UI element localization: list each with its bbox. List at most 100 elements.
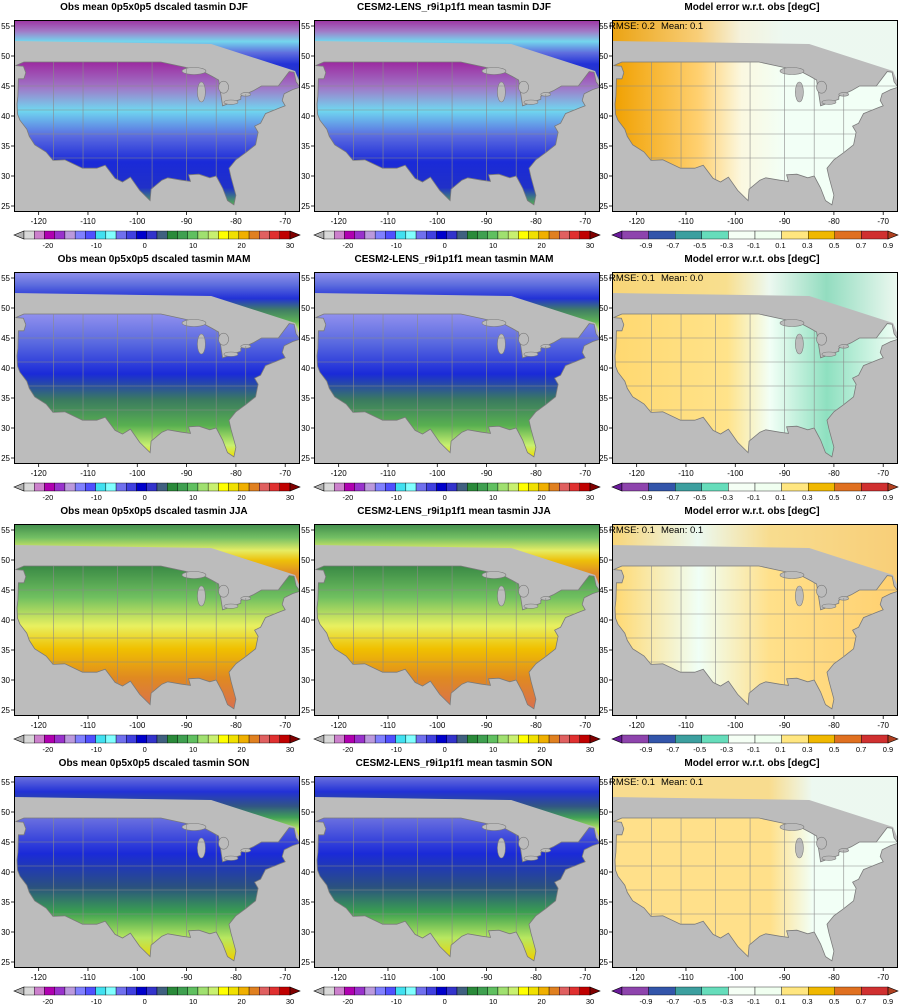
obs-panel-son: Obs mean 0p5x0p5 dscaled tasmin SON 25 30 3… xyxy=(1,756,301,1006)
y-tick-label: 25 xyxy=(1,202,10,211)
colorbar-label: 0.1 xyxy=(775,493,785,502)
colorbar-label: -0.1 xyxy=(747,493,760,502)
map-frame xyxy=(314,776,600,968)
x-tick-label: -120 xyxy=(629,217,646,226)
colorbar-label: 20 xyxy=(237,493,245,502)
colorbar-label: -10 xyxy=(91,745,102,754)
error-statistics: RMSE: 0.1 Mean: 0.1 xyxy=(609,777,703,788)
obs-panel-djf: Obs mean 0p5x0p5 dscaled tasmin DJF 25 30 3… xyxy=(1,0,301,250)
colorbar: -20 -10 0 10 20 30 xyxy=(13,986,301,1006)
panel-title: Obs mean 0p5x0p5 dscaled tasmin SON xyxy=(58,758,250,769)
colorbar-label: -20 xyxy=(43,241,54,250)
canada-land xyxy=(14,20,300,83)
x-tick-label: -70 xyxy=(279,469,291,478)
diff-panel-djf: Model error w.r.t. obs [degC] 25 30 35 40 45 5… xyxy=(599,0,899,250)
y-tick-label: 40 xyxy=(301,112,310,121)
x-tick-label: -120 xyxy=(331,217,348,226)
mean-value: Mean: 0.1 xyxy=(660,21,704,32)
y-tick-label: 40 xyxy=(301,868,310,877)
y-tick-label: 50 xyxy=(301,556,310,565)
colorbar-label: -20 xyxy=(43,745,54,754)
y-tick-label: 30 xyxy=(1,928,10,937)
panel-title: Model error w.r.t. obs [degC] xyxy=(684,506,820,517)
y-tick-label: 55 xyxy=(1,274,10,283)
colorbar-label: 30 xyxy=(286,745,294,754)
x-tick-label: -80 xyxy=(530,973,542,982)
x-tick-label: -110 xyxy=(678,721,694,730)
lake-shape xyxy=(816,836,827,850)
colorbar-label: 0.5 xyxy=(829,997,839,1006)
colorbar-label: 0.7 xyxy=(856,997,866,1006)
colorbar-label: -10 xyxy=(391,997,402,1006)
y-tick-label: 40 xyxy=(301,364,310,373)
canada-land xyxy=(14,524,300,587)
y-tick-label: 25 xyxy=(301,202,310,211)
lake-shape xyxy=(795,585,804,607)
lake-shape xyxy=(523,351,539,357)
canada-land xyxy=(314,524,600,587)
map-frame xyxy=(314,524,600,716)
x-tick-label: -70 xyxy=(877,469,889,478)
lake-shape xyxy=(523,855,539,861)
x-tick-label: -110 xyxy=(678,973,694,982)
x-tick-label: -100 xyxy=(129,217,146,226)
y-tick-label: 45 xyxy=(1,586,10,595)
colorbar-label: 10 xyxy=(189,241,197,250)
y-tick-label: 30 xyxy=(301,172,310,181)
mean-value: Mean: 0.1 xyxy=(660,525,704,536)
rmse-value: RMSE: 0.1 xyxy=(609,525,655,536)
colorbar-label: 0.7 xyxy=(856,241,866,250)
panel-title: Obs mean 0p5x0p5 dscaled tasmin MAM xyxy=(57,254,251,265)
x-tick-label: -70 xyxy=(579,217,591,226)
colorbar-label: -20 xyxy=(343,241,354,250)
x-tick-label: -90 xyxy=(481,469,493,478)
y-tick-label: 30 xyxy=(599,676,608,685)
colorbar-label: 30 xyxy=(286,997,294,1006)
x-tick-label: -90 xyxy=(481,217,493,226)
lake-shape xyxy=(218,80,229,94)
colorbar-label: 0.9 xyxy=(883,745,893,754)
y-tick-label: 55 xyxy=(301,22,310,31)
canada-land xyxy=(314,272,600,335)
colorbar-label: 20 xyxy=(537,493,545,502)
x-tick-label: -120 xyxy=(629,973,646,982)
colorbar: -0.9 -0.7 -0.5 -0.3 -0.1 0.1 0.3 0.5 0.7 0.9 xyxy=(611,230,899,250)
lake-shape xyxy=(816,332,827,346)
colorbar-label: -20 xyxy=(43,493,54,502)
panel-title: Model error w.r.t. obs [degC] xyxy=(684,2,820,13)
colorbar-label: 10 xyxy=(189,493,197,502)
lake-shape xyxy=(223,855,239,861)
colorbar-label: 0.3 xyxy=(802,745,812,754)
y-tick-label: 25 xyxy=(1,706,10,715)
colorbar-label: -20 xyxy=(343,493,354,502)
x-tick-label: -110 xyxy=(80,217,96,226)
lake-shape xyxy=(223,99,239,105)
y-tick-label: 50 xyxy=(301,808,310,817)
x-tick-label: -110 xyxy=(380,973,396,982)
y-tick-label: 45 xyxy=(599,838,608,847)
y-tick-label: 25 xyxy=(301,958,310,967)
colorbar-label: 10 xyxy=(489,241,497,250)
y-tick-label: 30 xyxy=(1,676,10,685)
y-tick-label: 45 xyxy=(1,82,10,91)
colorbar: -20 -10 0 10 20 30 xyxy=(313,986,601,1006)
colorbar: -20 -10 0 10 20 30 xyxy=(313,230,601,250)
diff-panel-jja: Model error w.r.t. obs [degC] 25 30 35 40 45 5… xyxy=(599,504,899,754)
lake-shape xyxy=(523,99,539,105)
x-tick-label: -70 xyxy=(877,217,889,226)
map-frame xyxy=(14,272,300,464)
colorbar-label: -0.1 xyxy=(747,997,760,1006)
colorbar-label: 20 xyxy=(237,241,245,250)
x-tick-label: -100 xyxy=(429,217,446,226)
x-tick-label: -100 xyxy=(129,973,146,982)
x-tick-label: -70 xyxy=(579,973,591,982)
x-tick-label: -100 xyxy=(129,469,146,478)
y-tick-label: 40 xyxy=(1,868,10,877)
y-tick-label: 55 xyxy=(1,778,10,787)
y-tick-label: 45 xyxy=(1,334,10,343)
y-tick-label: 40 xyxy=(1,112,10,121)
colorbar: -20 -10 0 10 20 30 xyxy=(13,482,301,502)
